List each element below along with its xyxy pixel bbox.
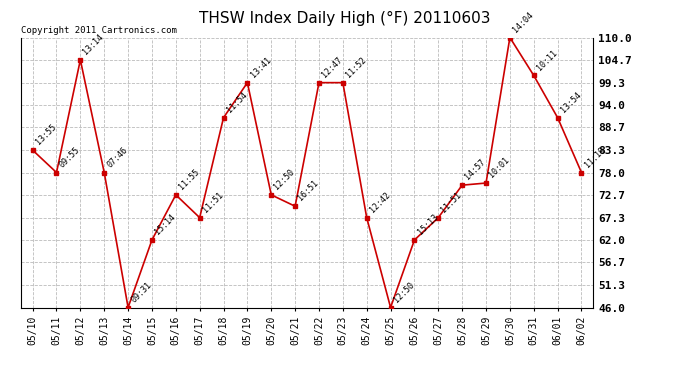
Text: 14:57: 14:57	[464, 158, 487, 182]
Text: 15:14: 15:14	[153, 213, 177, 237]
Text: 09:55: 09:55	[58, 145, 81, 169]
Text: 12:50: 12:50	[392, 280, 416, 304]
Text: 16:51: 16:51	[296, 179, 320, 203]
Text: 10:01: 10:01	[487, 156, 511, 180]
Text: 13:54: 13:54	[559, 90, 583, 114]
Text: 11:19: 11:19	[582, 145, 607, 169]
Text: 13:14: 13:14	[81, 33, 106, 57]
Text: 11:54: 11:54	[225, 90, 249, 114]
Text: THSW Index Daily High (°F) 20110603: THSW Index Daily High (°F) 20110603	[199, 11, 491, 26]
Text: 13:41: 13:41	[248, 55, 273, 79]
Text: 07:46: 07:46	[106, 145, 130, 169]
Text: 09:31: 09:31	[129, 280, 153, 304]
Text: 12:47: 12:47	[320, 55, 344, 79]
Text: 10:11: 10:11	[535, 48, 559, 72]
Text: 11:51: 11:51	[201, 190, 225, 214]
Text: 13:55: 13:55	[34, 123, 58, 147]
Text: 11:52: 11:52	[344, 55, 368, 79]
Text: 11:51: 11:51	[440, 190, 464, 214]
Text: 15:13: 15:13	[415, 213, 440, 237]
Text: Copyright 2011 Cartronics.com: Copyright 2011 Cartronics.com	[21, 26, 177, 35]
Text: 12:42: 12:42	[368, 190, 392, 214]
Text: 11:55: 11:55	[177, 168, 201, 192]
Text: 14:04: 14:04	[511, 10, 535, 34]
Text: 12:50: 12:50	[273, 168, 297, 192]
